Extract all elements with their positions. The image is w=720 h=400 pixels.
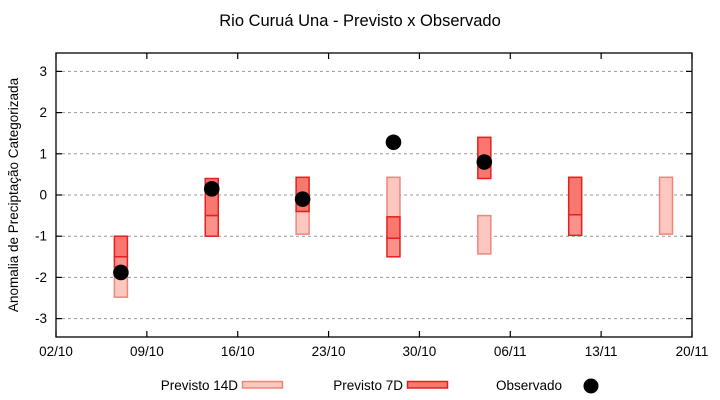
previsto-7d-box	[567, 176, 583, 216]
plot-frame	[55, 52, 693, 338]
previsto-7d-box	[113, 235, 129, 258]
previsto-14d-box	[477, 214, 492, 255]
previsto-14d-box	[386, 176, 401, 218]
plot-area: 02/10 09/10 16/10 23/10 30/10 06/11 13/11 20/11…	[35, 53, 708, 359]
observado-dot	[113, 264, 129, 281]
previsto-7d-box	[386, 216, 401, 240]
x-tick-label: 02/10	[39, 344, 73, 359]
x-tick-label: 16/10	[221, 344, 255, 359]
x-tick-label: 13/11	[585, 344, 618, 359]
previsto-7d-box	[386, 237, 401, 258]
y-tick-label: -1	[35, 229, 47, 244]
x-tick-label: 20/11	[676, 344, 709, 359]
legend-label-observado: Observado	[496, 378, 562, 393]
x-tick-label: 09/10	[130, 344, 164, 359]
legend: Previsto 14D Previsto 7D Observado	[161, 378, 599, 394]
previsto-7d-swatch	[406, 380, 449, 389]
y-axis-label: Anomalia de Preciptação Categorizada	[6, 77, 21, 312]
observado-dot-swatch	[583, 378, 599, 394]
forecast-bars	[113, 136, 674, 298]
y-tick-label: -2	[35, 270, 47, 285]
plot-border	[55, 52, 693, 338]
y-tick-label: -3	[35, 311, 47, 326]
observado-dot	[203, 181, 220, 197]
previsto-7d-box	[204, 214, 220, 237]
observed-dots	[113, 134, 493, 281]
observado-dot	[385, 134, 402, 151]
observado-dot	[294, 191, 311, 207]
y-tick-label: 1	[39, 146, 47, 161]
previsto-14d-swatch	[241, 380, 284, 389]
x-tick-label: 30/10	[403, 344, 437, 359]
observado-dot	[476, 154, 493, 170]
previsto-14d-box	[295, 210, 310, 235]
previsto-7d-box	[567, 214, 583, 237]
legend-label-previsto-14d: Previsto 14D	[161, 378, 239, 393]
y-tick-label: 2	[39, 105, 47, 120]
x-tick-label: 06/11	[494, 344, 527, 359]
chart-title: Rio Curuá Una - Previsto x Observado	[219, 12, 501, 30]
y-tick-label: 3	[39, 64, 47, 79]
x-tick-label: 23/10	[312, 344, 346, 359]
previsto-14d-box	[658, 176, 674, 235]
y-tick-label: 0	[39, 188, 47, 203]
legend-label-previsto-7d: Previsto 7D	[333, 378, 403, 393]
